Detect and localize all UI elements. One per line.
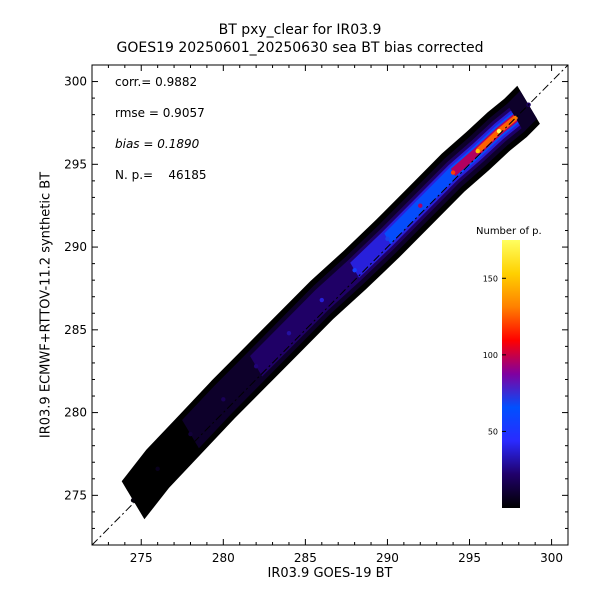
ridge-point-1 <box>155 466 160 472</box>
y-tick-label: 290 <box>64 240 87 254</box>
stat-bias: bias = 0.1890 <box>115 137 200 151</box>
y-tick-label: 280 <box>64 406 87 420</box>
x-tick-label: 285 <box>294 551 317 565</box>
stat-npoints: N. p.= 46185 <box>115 168 207 182</box>
x-tick-label: 280 <box>212 551 235 565</box>
x-tick-label: 290 <box>376 551 399 565</box>
density-band-6 <box>476 115 517 154</box>
y-axis: 275 280 285 290 295 300 <box>64 64 568 546</box>
ridge-point-2 <box>188 431 193 437</box>
x-tick-label: 275 <box>130 551 153 565</box>
x-tick-label: 295 <box>458 551 481 565</box>
ridge-point-7 <box>352 268 357 273</box>
colorbar-title: Number of p. <box>476 226 542 237</box>
x-tick-label: 300 <box>540 551 563 565</box>
ridge-point-6 <box>319 297 324 303</box>
y-tick-label: 285 <box>64 323 87 337</box>
colorbar-tick-label: 50 <box>488 427 498 436</box>
ridge-point-4 <box>253 364 259 369</box>
ridge-point-8 <box>385 236 390 241</box>
colorbar-tick-label: 150 <box>483 274 498 283</box>
chart-subtitle: GOES19 20250601_20250630 sea BT bias cor… <box>116 40 484 56</box>
x-axis: 275 280 285 290 295 300 <box>91 65 569 565</box>
ridge-point-0 <box>130 498 136 503</box>
colorbar-tick-label: 100 <box>483 351 498 360</box>
plot-frame <box>91 64 569 546</box>
y-tick-label: 275 <box>64 488 87 502</box>
stat-rmse: rmse = 0.9057 <box>115 106 205 120</box>
ridge-point-11 <box>475 148 480 154</box>
one-to-one-line <box>91 64 569 546</box>
ridge-point-3 <box>221 397 226 402</box>
y-axis-label: IR03.9 ECMWF+RTTOV-11.2 synthetic BT <box>38 171 54 439</box>
chart-title: BT pxy_clear for IR03.9 <box>218 22 382 38</box>
y-tick-label: 295 <box>64 157 87 171</box>
y-tick-label: 300 <box>64 75 87 89</box>
colorbar-gradient <box>502 240 520 508</box>
ridge-point-12 <box>496 129 502 134</box>
colorbar: 50 100 150 <box>483 240 520 508</box>
ridge-point-9 <box>418 203 423 208</box>
ridge-point-10 <box>450 170 456 175</box>
ridge-point-5 <box>286 330 292 336</box>
x-axis-label: IR03.9 GOES-19 BT <box>267 566 393 581</box>
stat-corr: corr.= 0.9882 <box>115 75 198 89</box>
density-cloud <box>121 85 540 520</box>
